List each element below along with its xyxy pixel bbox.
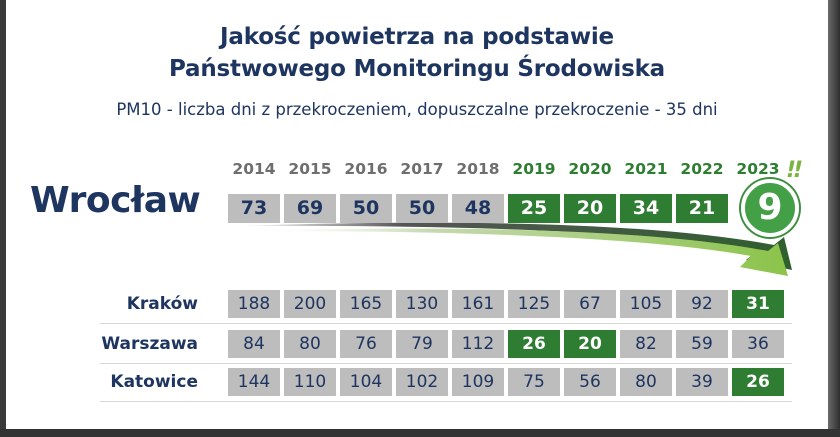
city-cell-0-2015: 200 [284, 290, 336, 318]
city-cell-2-2018: 109 [452, 368, 504, 396]
row-separator [100, 323, 792, 324]
trend-arrow-body [236, 228, 788, 276]
year-label-2016: 2016 [344, 160, 388, 178]
city-cell-1-2016: 76 [340, 330, 392, 358]
highlight-cell-2022: 21 [676, 194, 728, 223]
city-cell-1-2019: 26 [508, 330, 560, 358]
chart-title: Jakość powietrza na podstawie [220, 24, 614, 50]
city-cell-1-2023: 36 [732, 330, 784, 358]
row-separator [100, 363, 792, 364]
city-cell-1-2014: 84 [228, 330, 280, 358]
city-label-1: Warszawa [101, 334, 198, 354]
city-cell-2-2019: 75 [508, 368, 560, 396]
city-cell-1-2018: 112 [452, 330, 504, 358]
frame-shadow-bottom [0, 429, 840, 437]
city-cell-2-2017: 102 [396, 368, 448, 396]
city-label-0: Kraków [126, 294, 198, 314]
city-label-2: Katowice [110, 372, 198, 392]
city-cell-1-2017: 79 [396, 330, 448, 358]
frame-shadow-right [828, 0, 840, 437]
highlight-cell-2015: 69 [284, 194, 336, 223]
city-cell-0-2017: 130 [396, 290, 448, 318]
city-cell-0-2018: 161 [452, 290, 504, 318]
year-label-2020: 2020 [568, 160, 612, 178]
year-label-2018: 2018 [456, 160, 500, 178]
chart-title-line2: Państwowego Monitoringu Środowiska [169, 56, 665, 82]
highlight-2023-value: 9 [741, 179, 799, 237]
city-cell-2-2016: 104 [340, 368, 392, 396]
row-separator [100, 401, 792, 402]
city-cell-2-2023: 26 [732, 368, 784, 396]
city-cell-0-2019: 125 [508, 290, 560, 318]
year-label-2022: 2022 [680, 160, 724, 178]
city-cell-2-2015: 110 [284, 368, 336, 396]
highlight-cell-2018: 48 [452, 194, 504, 223]
city-cell-0-2020: 67 [564, 290, 616, 318]
highlight-cell-2019: 25 [508, 194, 560, 223]
trend-arrow [236, 222, 792, 276]
year-label-2017: 2017 [400, 160, 444, 178]
city-cell-0-2016: 165 [340, 290, 392, 318]
highlight-cell-2021: 34 [620, 194, 672, 223]
city-cell-2-2020: 56 [564, 368, 616, 396]
highlight-cell-2016: 50 [340, 194, 392, 223]
trend-arrow-shadow [236, 222, 792, 270]
highlight-cell-2014: 73 [228, 194, 280, 223]
highlight-cell-2017: 50 [396, 194, 448, 223]
exclaim-mark: !! [786, 158, 803, 183]
city-cell-1-2021: 82 [620, 330, 672, 358]
chart-card: Jakość powietrza na podstawie Państwoweg… [6, 0, 828, 429]
city-cell-2-2014: 144 [228, 368, 280, 396]
year-label-2021: 2021 [624, 160, 668, 178]
chart-subtitle: PM10 - liczba dni z przekroczeniem, dopu… [116, 100, 718, 119]
city-cell-1-2015: 80 [284, 330, 336, 358]
year-label-2023: 2023 [736, 160, 780, 178]
year-label-2019: 2019 [512, 160, 556, 178]
highlight-city-label: Wrocław [30, 180, 201, 221]
city-cell-2-2021: 80 [620, 368, 672, 396]
city-cell-0-2023: 31 [732, 290, 784, 318]
year-label-2014: 2014 [232, 160, 276, 178]
city-cell-2-2022: 39 [676, 368, 728, 396]
city-cell-0-2022: 92 [676, 290, 728, 318]
city-cell-0-2021: 105 [620, 290, 672, 318]
city-cell-1-2022: 59 [676, 330, 728, 358]
highlight-cell-2020: 20 [564, 194, 616, 223]
year-label-2015: 2015 [288, 160, 332, 178]
city-cell-1-2020: 20 [564, 330, 616, 358]
city-cell-0-2014: 188 [228, 290, 280, 318]
